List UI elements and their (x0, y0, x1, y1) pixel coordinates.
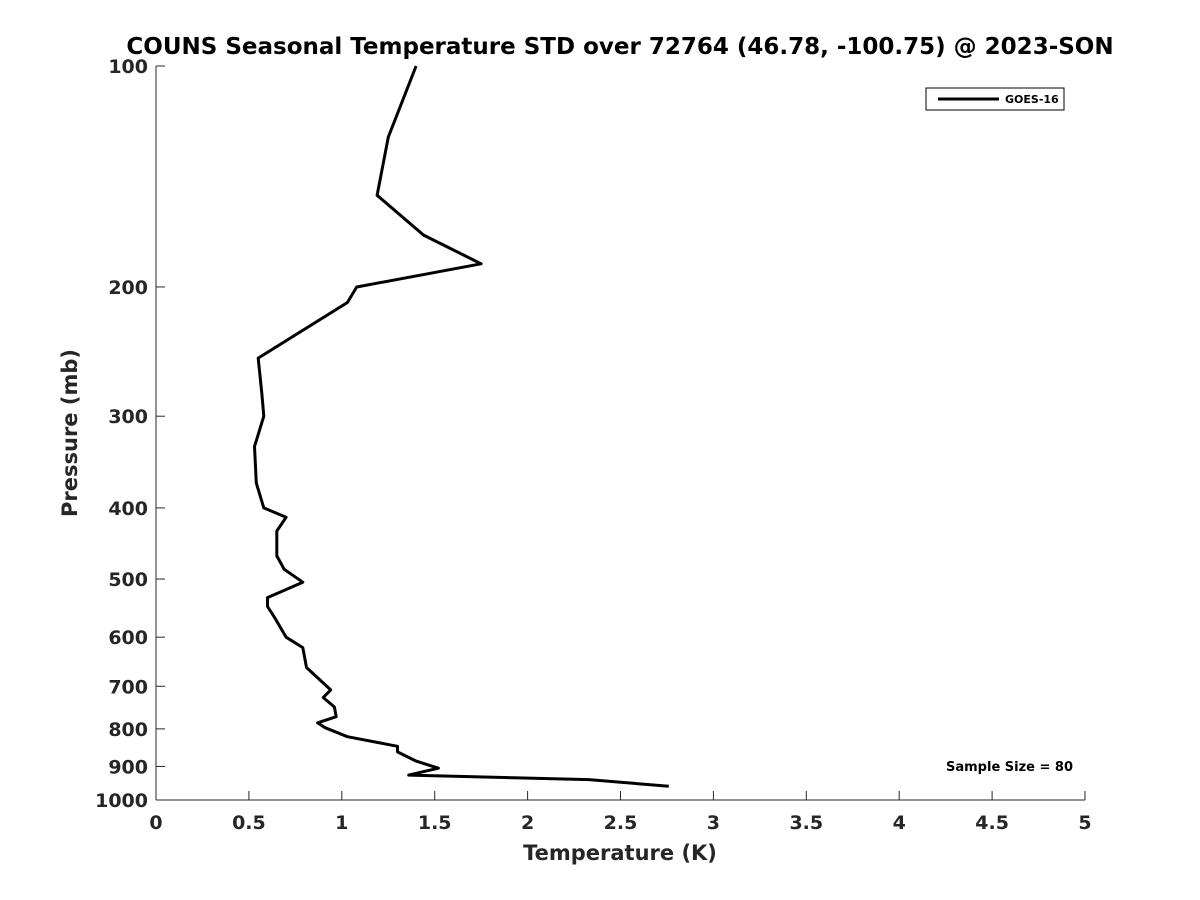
y-ticks: 100 200 300 400 500 600 700 800 900 1000 (95, 56, 165, 812)
legend: GOES-16 (925, 87, 1065, 111)
y-tick-label: 500 (108, 569, 148, 591)
axes (155, 66, 1085, 801)
x-tick-label: 0 (149, 812, 162, 834)
y-axis-label: Pressure (mb) (58, 349, 82, 517)
y-tick-label: 600 (108, 627, 148, 649)
y-tick-label: 200 (108, 277, 148, 299)
y-tick-label: 900 (108, 756, 148, 778)
y-tick-label: 800 (108, 719, 148, 741)
x-tick-label: 2 (521, 812, 534, 834)
y-tick-label: 300 (108, 406, 148, 428)
x-tick-label: 3 (707, 812, 720, 834)
x-tick-label: 1.5 (418, 812, 452, 834)
y-tick-label: 700 (108, 676, 148, 698)
x-tick-label: 4 (893, 812, 906, 834)
x-tick-label: 2.5 (604, 812, 638, 834)
legend-entry: GOES-16 (1005, 93, 1059, 106)
sample-size-annotation: Sample Size = 80 (946, 760, 1073, 775)
y-tick-label: 1000 (95, 790, 148, 812)
x-tick-label: 4.5 (975, 812, 1009, 834)
y-tick-label: 100 (108, 56, 148, 78)
y-tick-label: 400 (108, 498, 148, 520)
chart-title: COUNS Seasonal Temperature STD over 7276… (126, 34, 1113, 60)
series-line-goes-16 (253, 65, 669, 788)
x-tick-label: 1 (335, 812, 348, 834)
x-ticks: 0 0.5 1 1.5 2 2.5 3 3.5 4 4.5 5 (149, 791, 1092, 834)
x-tick-label: 5 (1078, 812, 1091, 834)
x-tick-label: 3.5 (789, 812, 823, 834)
x-tick-label: 0.5 (232, 812, 266, 834)
x-axis-label: Temperature (K) (523, 841, 717, 865)
series-layer (253, 65, 669, 788)
